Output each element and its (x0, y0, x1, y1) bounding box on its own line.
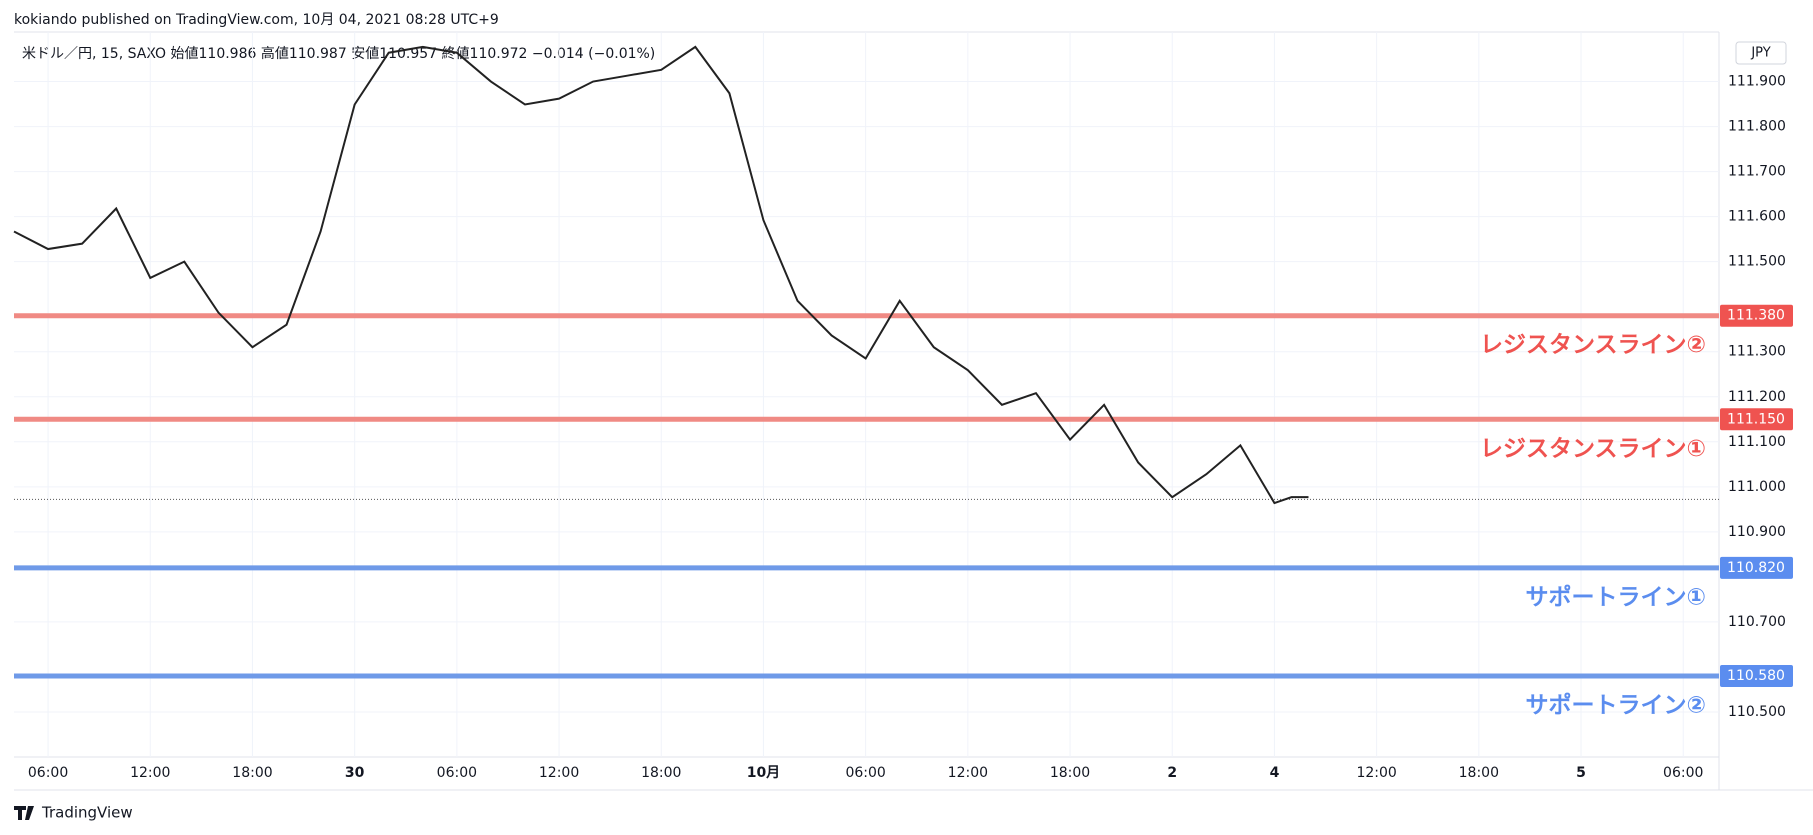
price-badge-label: 111.380 (1727, 308, 1785, 324)
price-line (13, 45, 1309, 505)
x-tick-label: 18:00 (1459, 765, 1499, 781)
y-tick-label: 111.500 (1728, 254, 1786, 270)
level-name: サポートライン① (1526, 583, 1706, 610)
y-tick-label: 111.300 (1728, 344, 1786, 360)
x-tick-label: 30 (345, 765, 365, 781)
x-tick-label: 10月 (747, 765, 780, 781)
x-tick-label: 18:00 (232, 765, 272, 781)
x-tick-label: 12:00 (130, 765, 170, 781)
tv-logo (14, 806, 34, 820)
price-badge (1720, 408, 1793, 431)
x-tick-label: 06:00 (1663, 765, 1703, 781)
level-name: レジスタンスライン② (1480, 332, 1706, 358)
x-tick-label: 06:00 (437, 765, 477, 781)
y-tick-label: 111.900 (1728, 74, 1786, 90)
x-tick-label: 5 (1576, 765, 1586, 781)
y-tick-label: 110.500 (1728, 704, 1786, 720)
price-badge (1720, 556, 1793, 579)
x-tick-label: 06:00 (845, 765, 885, 781)
y-tick-label: 110.900 (1728, 524, 1786, 540)
price-badge-label: 111.150 (1727, 411, 1785, 427)
x-tick-label: 12:00 (539, 765, 579, 781)
x-tick-label: 18:00 (641, 765, 681, 781)
price-badge (1720, 304, 1793, 327)
publisher: kokiando published on TradingView.com, 1… (14, 12, 499, 28)
symbol-info: 米ドル／円, 15, SAXO 始値110.986 高値110.987 安値11… (22, 45, 655, 62)
x-tick-label: 06:00 (28, 765, 68, 781)
x-tick-label: 12:00 (948, 765, 988, 781)
y-tick-label: 111.700 (1728, 164, 1786, 180)
y-tick-label: 111.000 (1728, 479, 1786, 495)
x-tick-label: 2 (1167, 765, 1177, 781)
level-name: レジスタンスライン① (1480, 436, 1706, 462)
y-tick-label: 111.100 (1728, 434, 1786, 450)
price-badge-label: 110.820 (1727, 560, 1785, 576)
y-tick-label: 111.800 (1728, 119, 1786, 135)
currency-badge (1735, 41, 1787, 65)
x-tick-label: 12:00 (1356, 765, 1396, 781)
level-name: サポートライン② (1526, 691, 1706, 718)
brand: TradingView (41, 804, 133, 822)
x-tick-label: 4 (1270, 765, 1280, 781)
x-tick-label: 18:00 (1050, 765, 1090, 781)
y-tick-label: 111.200 (1728, 389, 1786, 405)
price-badge (1720, 664, 1793, 687)
y-tick-label: 111.600 (1728, 209, 1786, 225)
y-tick-label: 110.700 (1728, 614, 1786, 630)
price-badge-label: 110.580 (1727, 668, 1785, 684)
currency: JPY (1750, 46, 1770, 61)
